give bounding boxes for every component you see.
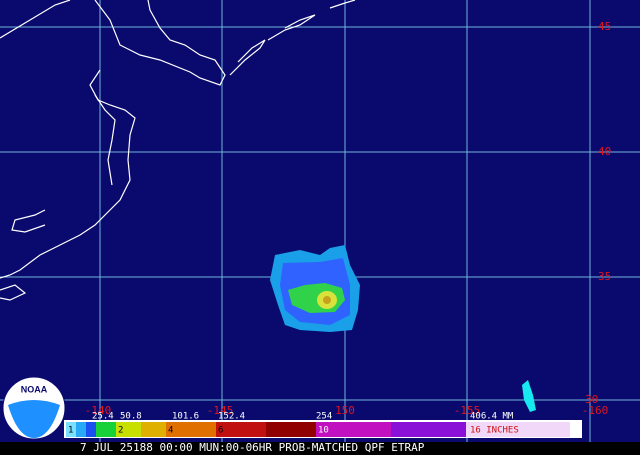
precipitation [270,245,536,412]
legend-inch-label: 6 [218,426,223,436]
legend-inch-label: 4 [168,426,173,436]
longitude-label: -155 [454,404,481,417]
longitude-label: -160 [582,404,609,417]
latitude-label: 45 [598,20,611,33]
longitude-label: -145 [207,404,234,417]
legend-mm-label: 152.4 [218,412,245,422]
legend-mm-label: 101.6 [172,412,199,422]
legend-inch-label: 10 [318,426,329,436]
legend-mm-label: 50.8 [120,412,142,422]
coastline [0,0,356,301]
logo-swoosh [8,400,60,438]
graticule [0,0,640,442]
latitude-label: 35 [598,270,611,283]
legend-mm-label: 25.4 [92,412,114,422]
logo-text: NOAA [21,384,48,394]
longitude-label: 150 [335,404,355,417]
ocean [0,0,640,442]
longitude-label: -140 [85,404,112,417]
legend-inch-label: 2 [118,426,123,436]
latitude-label: 30 [585,393,598,406]
legend-mm-label: 254 [316,412,332,422]
legend [64,420,582,438]
legend-inch-label: 16 INCHES [470,426,519,436]
latitude-label: 40 [598,145,611,158]
caption: 7 JUL 25188 00:00 MUN:00-06HR PROB-MATCH… [80,441,425,454]
legend-inch-label: 1 [68,426,73,436]
caption-bar [0,442,640,455]
legend-mm-label: 406.4 MM [470,412,514,422]
